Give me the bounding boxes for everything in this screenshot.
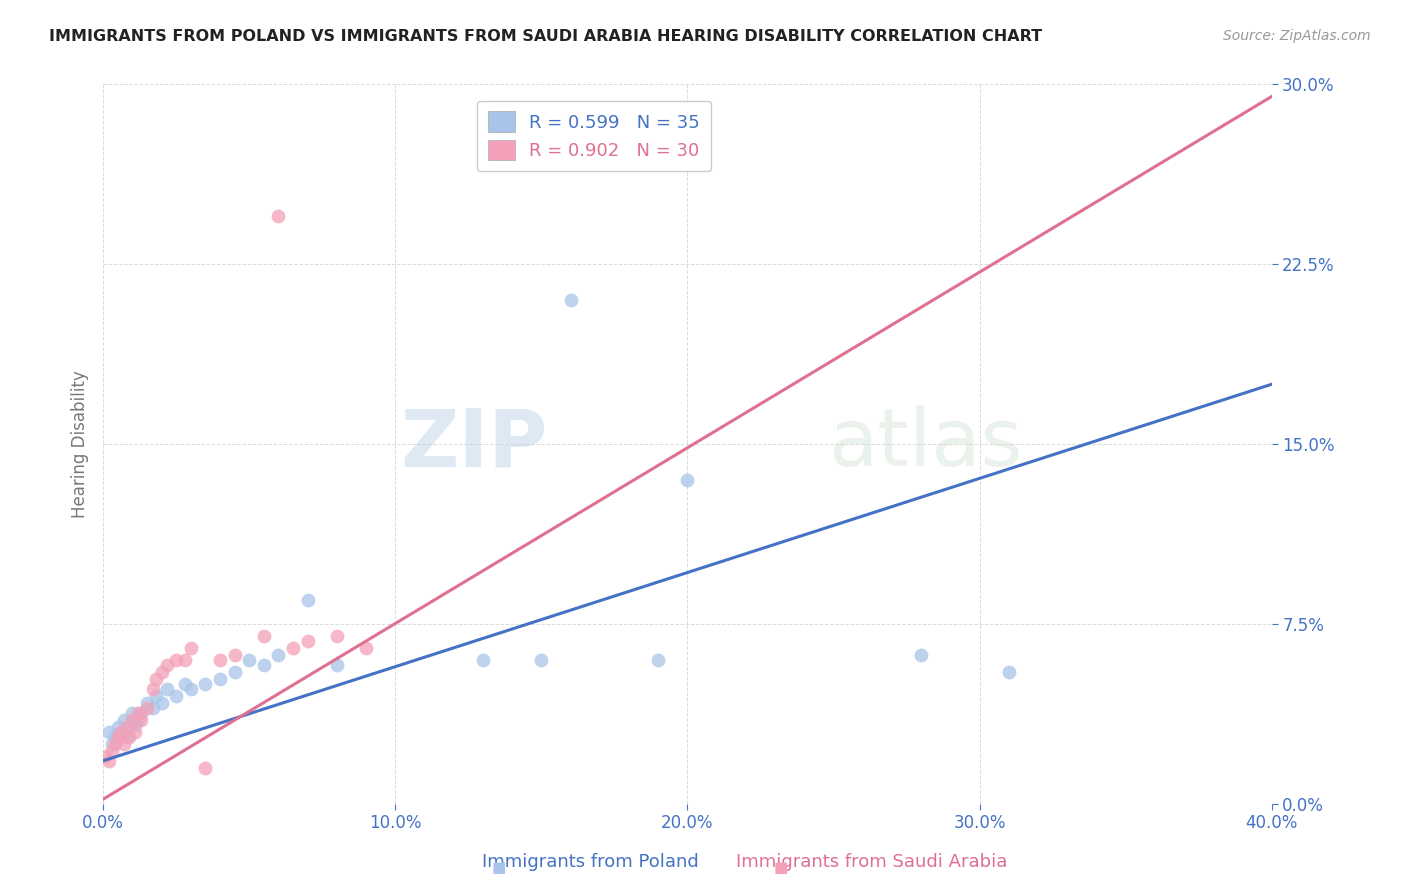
Point <box>110 725 132 739</box>
Point <box>180 641 202 656</box>
Point <box>98 725 121 739</box>
Text: ZIP: ZIP <box>399 405 547 483</box>
Point <box>101 744 124 758</box>
Point <box>326 629 349 643</box>
Point <box>142 701 165 715</box>
Point <box>208 653 231 667</box>
Point <box>142 681 165 696</box>
Point <box>150 696 173 710</box>
Point <box>110 725 132 739</box>
Point <box>224 648 246 663</box>
Point <box>165 653 187 667</box>
Point <box>997 665 1019 679</box>
Point <box>112 737 135 751</box>
Point <box>145 689 167 703</box>
Point <box>174 677 197 691</box>
Point <box>118 720 141 734</box>
Point <box>94 749 117 764</box>
Text: IMMIGRANTS FROM POLAND VS IMMIGRANTS FROM SAUDI ARABIA HEARING DISABILITY CORREL: IMMIGRANTS FROM POLAND VS IMMIGRANTS FRO… <box>49 29 1042 44</box>
Point <box>238 653 260 667</box>
Text: ■: ■ <box>773 860 787 874</box>
Point <box>104 730 127 744</box>
Point <box>121 706 143 720</box>
Point <box>127 713 149 727</box>
Point <box>136 701 159 715</box>
Text: ■: ■ <box>492 860 506 874</box>
Text: atlas: atlas <box>828 405 1022 483</box>
Point <box>297 633 319 648</box>
Point <box>145 673 167 687</box>
Point <box>180 681 202 696</box>
Point <box>676 473 699 487</box>
Legend: R = 0.599   N = 35, R = 0.902   N = 30: R = 0.599 N = 35, R = 0.902 N = 30 <box>477 101 711 171</box>
Point <box>910 648 932 663</box>
Point <box>156 681 179 696</box>
Point <box>208 673 231 687</box>
Point <box>647 653 669 667</box>
Point <box>253 629 276 643</box>
Point <box>354 641 377 656</box>
Point <box>560 293 582 308</box>
Point <box>129 706 152 720</box>
Point <box>156 657 179 672</box>
Text: Immigrants from Poland: Immigrants from Poland <box>482 853 699 871</box>
Point <box>129 713 152 727</box>
Point <box>471 653 494 667</box>
Point <box>530 653 553 667</box>
Point <box>150 665 173 679</box>
Point <box>121 713 143 727</box>
Point <box>253 657 276 672</box>
Point <box>136 696 159 710</box>
Point <box>115 720 138 734</box>
Point <box>101 737 124 751</box>
Point <box>174 653 197 667</box>
Point <box>124 718 146 732</box>
Point <box>107 720 129 734</box>
Point <box>127 706 149 720</box>
Point <box>124 725 146 739</box>
Point <box>118 730 141 744</box>
Point <box>326 657 349 672</box>
Point <box>194 677 217 691</box>
Point <box>267 648 290 663</box>
Point <box>281 641 304 656</box>
Y-axis label: Hearing Disability: Hearing Disability <box>72 370 89 518</box>
Point <box>115 730 138 744</box>
Point <box>267 210 290 224</box>
Point <box>104 737 127 751</box>
Point <box>194 761 217 775</box>
Point <box>224 665 246 679</box>
Point <box>165 689 187 703</box>
Point <box>98 754 121 768</box>
Point <box>297 593 319 607</box>
Text: Immigrants from Saudi Arabia: Immigrants from Saudi Arabia <box>735 853 1008 871</box>
Text: Source: ZipAtlas.com: Source: ZipAtlas.com <box>1223 29 1371 43</box>
Point <box>112 713 135 727</box>
Point <box>107 730 129 744</box>
